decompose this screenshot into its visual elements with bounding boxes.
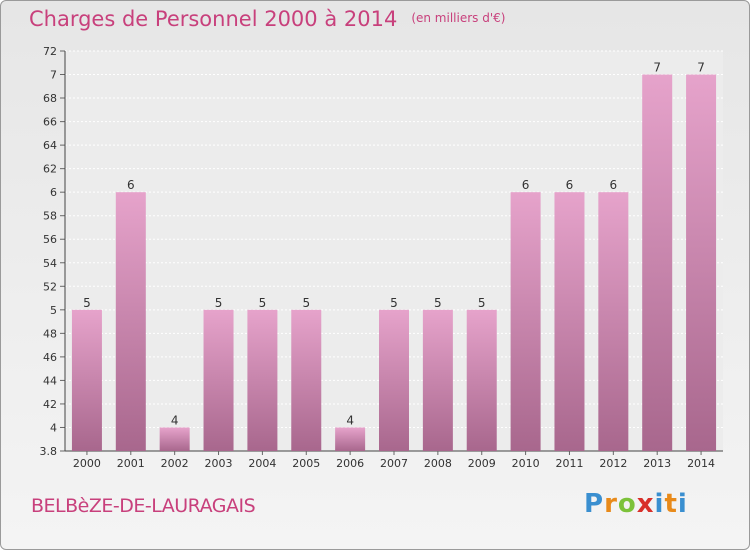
bar-value-label: 6: [610, 178, 618, 192]
bar-value-label: 7: [653, 61, 661, 75]
bar-value-label: 5: [434, 296, 442, 310]
y-tick-label: 56: [43, 233, 57, 246]
bar: [379, 309, 409, 451]
y-tick-label: 54: [43, 257, 57, 270]
y-tick-label: 58: [43, 210, 57, 223]
bar: [422, 309, 453, 451]
proxiti-logo[interactable]: Proxiti: [584, 489, 688, 519]
x-tick-label: 2006: [336, 457, 364, 470]
bar: [159, 427, 190, 451]
bar-value-label: 4: [171, 413, 179, 427]
bar: [554, 192, 585, 452]
x-tick-label: 2007: [380, 457, 408, 470]
bar: [291, 309, 322, 451]
y-tick-label: 72: [43, 45, 57, 58]
chart-title-text: Charges de Personnel 2000 à 2014: [29, 7, 398, 31]
logo-letter: P: [584, 489, 605, 519]
y-tick-label: 48: [43, 327, 57, 340]
bar-value-label: 6: [522, 178, 530, 192]
y-tick-label: 44: [43, 374, 57, 387]
bar: [642, 74, 673, 451]
x-tick-label: 2011: [555, 457, 583, 470]
logo-letter: o: [617, 489, 637, 519]
bar: [71, 309, 102, 451]
y-tick-label: 64: [43, 139, 57, 152]
x-tick-label: 2002: [161, 457, 189, 470]
bar: [203, 309, 234, 451]
bar: [686, 74, 717, 451]
bar-value-label: 5: [215, 296, 223, 310]
bar-value-label: 5: [259, 296, 267, 310]
bar-value-label: 5: [478, 296, 486, 310]
bar: [115, 192, 146, 452]
y-tick-label: 68: [43, 92, 57, 105]
bar: [247, 309, 278, 451]
bar-value-label: 4: [346, 413, 354, 427]
y-tick-label: 5: [50, 304, 57, 317]
y-tick-label: 7: [50, 69, 57, 82]
x-tick-label: 2005: [292, 457, 320, 470]
bar-value-label: 5: [390, 296, 398, 310]
bar-value-label: 5: [302, 296, 310, 310]
logo-letter: i: [677, 489, 688, 519]
y-tick-label: 4: [50, 421, 57, 434]
logo-letter: t: [664, 489, 678, 519]
x-tick-label: 2008: [424, 457, 452, 470]
y-tick-label: 42: [43, 398, 57, 411]
x-tick-label: 2013: [643, 457, 671, 470]
bar-value-label: 6: [566, 178, 574, 192]
y-tick-label: 46: [43, 351, 57, 364]
chart-subtitle: (en milliers d'€): [411, 11, 506, 25]
x-tick-label: 2004: [248, 457, 276, 470]
x-tick-label: 2012: [599, 457, 627, 470]
x-tick-label: 2001: [117, 457, 145, 470]
y-tick-label: 6: [50, 186, 57, 199]
y-tick-label: 3.8: [40, 445, 58, 458]
logo-letter: r: [604, 489, 618, 519]
city-name: BELBèZE-DE-LAURAGAIS: [31, 495, 256, 517]
bar: [510, 192, 541, 452]
x-tick-label: 2003: [205, 457, 233, 470]
bar: [466, 309, 497, 451]
chart-title: Charges de Personnel 2000 à 2014 (en mill…: [29, 7, 505, 31]
logo-letter: x: [636, 489, 655, 519]
y-tick-label: 62: [43, 163, 57, 176]
y-tick-label: 52: [43, 280, 57, 293]
x-tick-label: 2010: [512, 457, 540, 470]
bar: [335, 427, 366, 451]
x-tick-label: 2000: [73, 457, 101, 470]
bar: [598, 192, 629, 452]
x-tick-label: 2014: [687, 457, 715, 470]
bar-value-label: 7: [697, 61, 705, 75]
bar-value-label: 6: [127, 178, 135, 192]
x-tick-label: 2009: [468, 457, 496, 470]
bar-value-label: 5: [83, 296, 91, 310]
logo-letter: i: [654, 489, 665, 519]
y-tick-label: 66: [43, 116, 57, 129]
